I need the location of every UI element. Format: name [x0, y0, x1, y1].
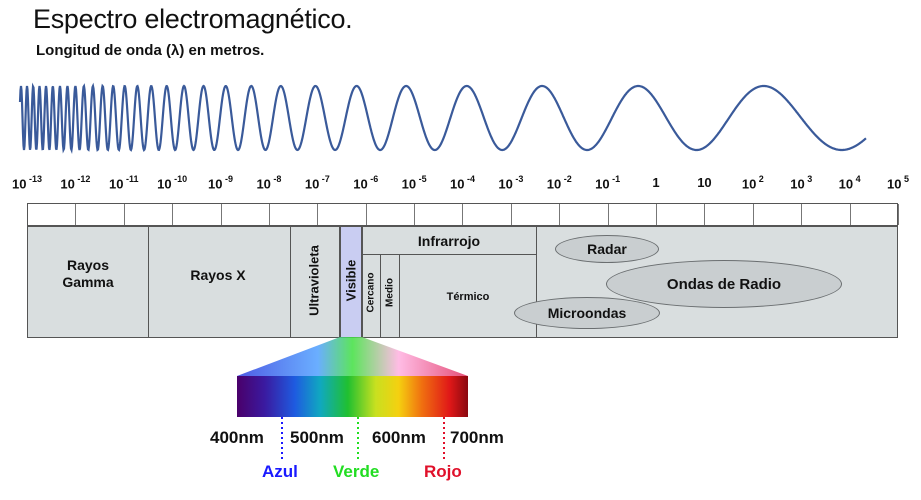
region-radio-waves: Ondas de Radio	[606, 260, 842, 308]
scale-cell	[318, 204, 367, 225]
scale-tick-label: 10 -8	[256, 174, 282, 192]
scale-cell	[270, 204, 319, 225]
color-label-blue: Azul	[262, 462, 298, 481]
scale-tick-label: 10 -6	[353, 174, 379, 192]
wavelength-600nm: 600nm	[372, 428, 426, 447]
scale-tick-label: 10 2	[741, 174, 764, 192]
spectrum-bands: Rayos Gamma Rayos X Ultravioleta Visible…	[27, 226, 898, 338]
scale-cell	[464, 204, 512, 225]
scale-tick-label: 1	[652, 175, 660, 190]
wave-illustration	[18, 82, 867, 154]
region-x-rays: Rayos X	[190, 267, 246, 283]
region-visible: Visible	[343, 259, 359, 302]
scale-cell	[512, 204, 561, 225]
scale-tick-label: 10 -3	[498, 174, 524, 192]
scale-cell	[802, 204, 851, 225]
scale-cell	[609, 204, 658, 225]
region-ir-near: Cercano	[365, 272, 377, 313]
scale-tick-label: 10 5	[887, 174, 909, 192]
wavelength-400nm: 400nm	[210, 428, 264, 447]
scale-tick-label: 10 -9	[208, 174, 234, 192]
scale-strip	[27, 203, 899, 226]
scale-tick-label: 10 -1	[595, 174, 621, 192]
region-gamma-rays: Rayos Gamma	[62, 257, 114, 290]
visible-expansion	[237, 337, 468, 417]
scale-cell	[125, 204, 174, 225]
region-radar: Radar	[555, 235, 659, 263]
scale-tick-label: 10 -7	[304, 174, 330, 192]
region-ir-thermal: Térmico	[446, 291, 490, 303]
color-label-green: Verde	[333, 462, 380, 481]
scale-tick-label: 10 -13	[12, 174, 42, 192]
scale-cell	[657, 204, 706, 225]
scale-tick-label: 10 -2	[546, 174, 572, 192]
scale-tick-label: 10 -12	[60, 174, 91, 192]
scale-tick-label: 10 -10	[157, 174, 188, 192]
wavelength-markers	[281, 417, 445, 461]
scale-cell	[851, 204, 899, 225]
scale-cell	[173, 204, 222, 225]
scale-cell	[415, 204, 464, 225]
scale-tick-label: 10 -4	[450, 174, 475, 192]
page-subtitle: Longitud de onda (λ) en metros.	[36, 42, 265, 59]
scale-cell	[754, 204, 803, 225]
region-microwaves: Microondas	[514, 297, 660, 329]
scale-cell	[222, 204, 270, 225]
region-ultraviolet: Ultravioleta	[306, 245, 322, 316]
page-title: Espectro electromagnético.	[33, 4, 353, 34]
scale-tick-label: 10 -11	[109, 174, 139, 192]
scale-tick-label: 10	[697, 175, 712, 190]
wavelength-700nm: 700nm	[450, 428, 504, 447]
scale-tick-label: 10 -5	[401, 174, 427, 192]
scale-cell	[367, 204, 416, 225]
scale-tick-label: 10 3	[790, 174, 813, 192]
region-ir-mid: Medio	[384, 278, 396, 307]
scale-cell	[76, 204, 125, 225]
color-label-red: Rojo	[424, 462, 462, 481]
region-infrared: Infrarrojo	[417, 233, 481, 249]
scale-cell	[28, 204, 77, 225]
wavelength-500nm: 500nm	[290, 428, 344, 447]
scale-tick-label: 10 4	[838, 174, 861, 192]
visible-band-fill	[340, 227, 362, 337]
scale-cell	[705, 204, 754, 225]
scale-cell	[560, 204, 609, 225]
